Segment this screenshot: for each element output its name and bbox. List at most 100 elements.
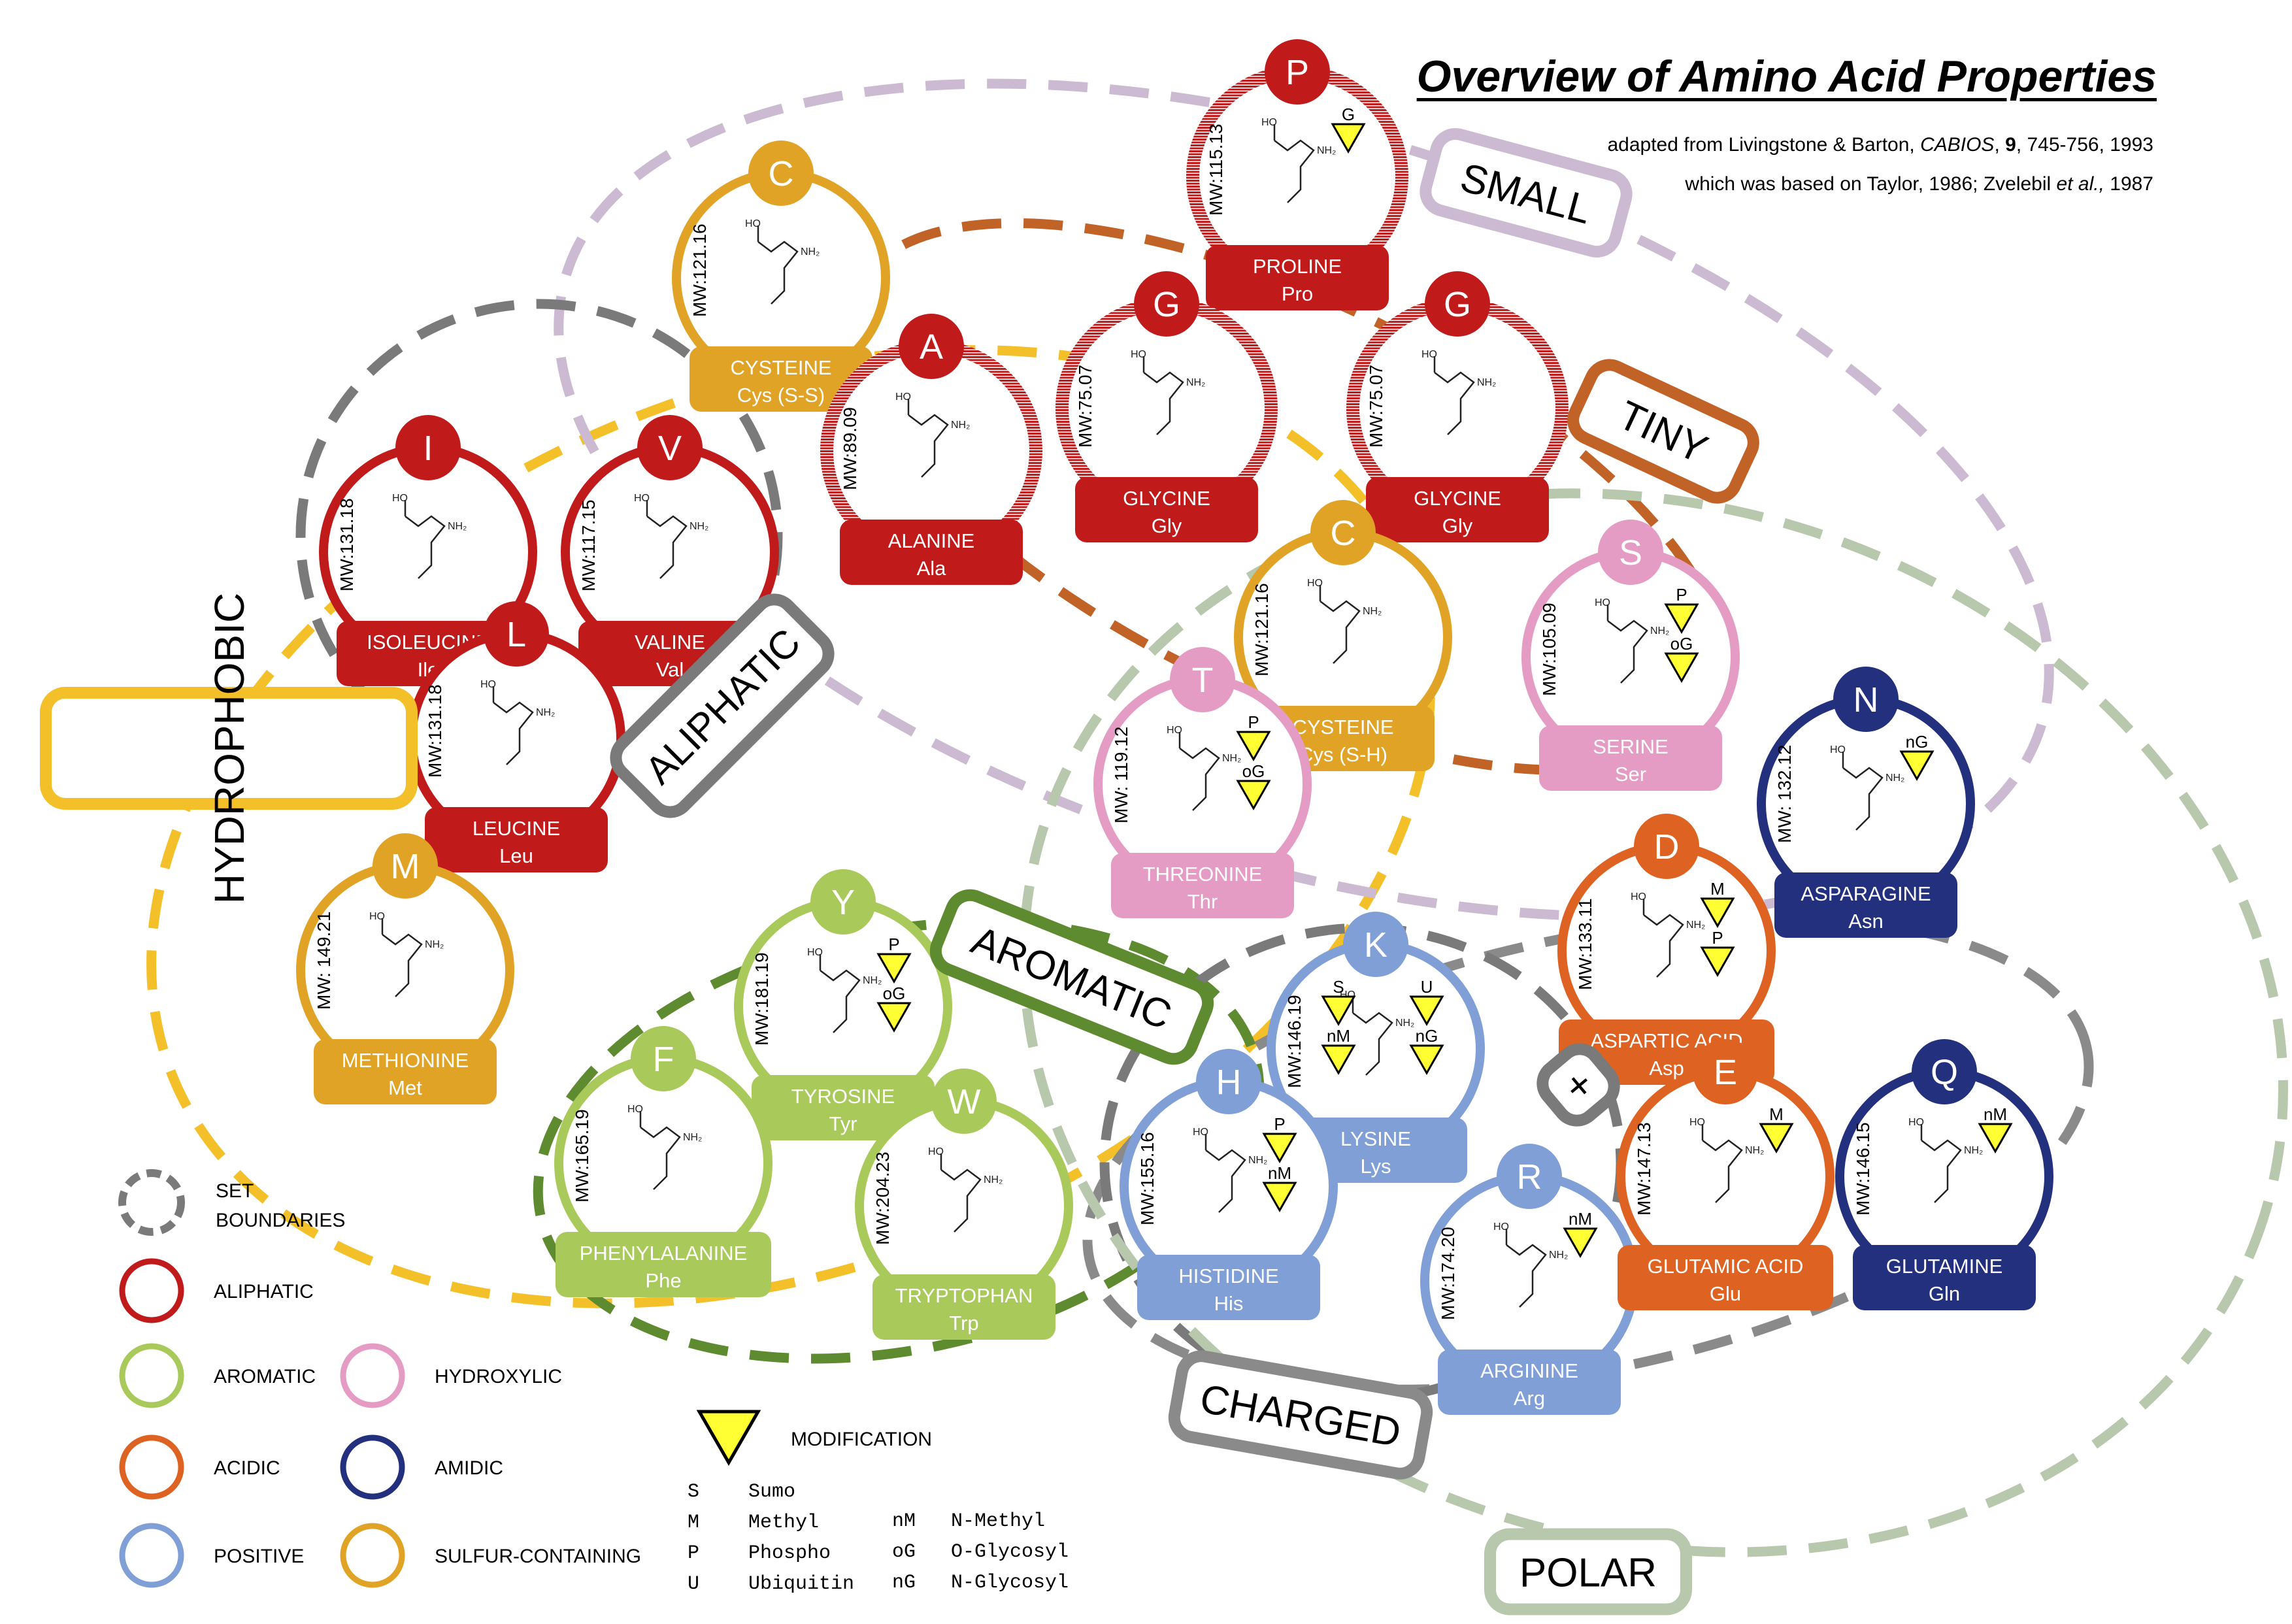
modification-icon: M — [1759, 1104, 1794, 1154]
subtitle-line-1: adapted from Livingstone & Barton, CABIO… — [1607, 134, 2153, 156]
molecular-weight: MW:75.07 — [1075, 365, 1095, 448]
structure-icon: HO NH₂ — [627, 1104, 702, 1190]
name-box — [1774, 872, 1957, 938]
letter-code: S — [1619, 533, 1642, 572]
legend-set-boundaries-icon — [118, 1169, 185, 1236]
amino-acid-name: GLUTAMIC ACID — [1648, 1255, 1804, 1278]
letter-badge — [748, 141, 814, 206]
structure-icon: HO NH₂ — [1131, 349, 1205, 435]
atom-label: NH₂ — [863, 975, 882, 986]
modification-icon: P — [1700, 928, 1735, 978]
legend-swatch-aromatic — [119, 1343, 184, 1408]
letter-code: A — [920, 327, 943, 367]
set-label-hydrophobic: HYDROPHOBIC — [40, 593, 418, 904]
letter-code: V — [658, 429, 682, 468]
legend-label: HYDROXYLIC — [435, 1366, 562, 1387]
amino-acid-name: ASPARAGINE — [1801, 882, 1931, 905]
legend-label: AMIDIC — [435, 1457, 503, 1479]
amino-acid-thr: HO NH₂ MW: 119.12 T THREONINE Thr PoG — [1093, 647, 1312, 918]
molecular-weight: MW:181.19 — [752, 952, 772, 1046]
amino-acid-abbreviation: Cys (S-H) — [1299, 743, 1387, 766]
journal-name: CABIOS — [1920, 134, 1995, 156]
atom-label: NH₂ — [1248, 1155, 1267, 1166]
letter-badge — [484, 601, 549, 667]
modification-triangle — [1331, 123, 1366, 154]
atom-label: NH₂ — [683, 1132, 702, 1143]
legend-mod-code: nM — [892, 1510, 916, 1533]
molecular-weight: MW:174.20 — [1438, 1227, 1458, 1320]
modification-triangle — [876, 953, 912, 984]
name-box — [1438, 1350, 1621, 1415]
structure-icon: HO NH₂ — [928, 1146, 1003, 1233]
letter-badge — [1634, 814, 1699, 879]
legend-mod-name: N-Methyl — [951, 1510, 1045, 1533]
legend-mod-name: Sumo — [748, 1481, 795, 1503]
atom-label: HO — [1421, 349, 1437, 360]
bond-lines — [1274, 139, 1315, 203]
name-box — [689, 346, 872, 412]
letter-badge — [373, 833, 438, 899]
legend-swatch-amidic — [340, 1434, 405, 1500]
amino-acid-abbreviation: Thr — [1188, 890, 1218, 913]
atom-label: NH₂ — [1650, 625, 1669, 637]
name-box — [425, 807, 608, 872]
letter-code: K — [1364, 925, 1387, 965]
atom-label: HO — [1631, 891, 1646, 903]
modification-triangle — [1236, 731, 1271, 762]
letter-badge — [1265, 39, 1330, 105]
letter-badge — [631, 1026, 696, 1091]
atom-label: HO — [369, 911, 385, 922]
letter-badge — [1343, 912, 1408, 977]
structure-icon: HO NH₂ — [634, 493, 708, 579]
modification-icon: nM — [1563, 1209, 1598, 1259]
atom-label: HO — [928, 1146, 944, 1157]
amino-acid-abbreviation: Phe — [645, 1269, 681, 1292]
letter-code: P — [1286, 53, 1309, 92]
charged-boundary — [1082, 912, 2094, 1395]
letter-code: E — [1714, 1053, 1737, 1092]
atom-label: HO — [634, 493, 650, 504]
bond-lines — [940, 1168, 982, 1233]
amino-acid-met: HO NH₂ MW: 149.21 M METHIONINE Met — [296, 833, 514, 1104]
atom-label: HO — [627, 1104, 643, 1115]
amino-acid-glu: HO NH₂ MW:147.13 E GLUTAMIC ACID Glu M — [1616, 1039, 1835, 1310]
amino-acid-leu: HO NH₂ MW:131.18 L LEUCINE Leu — [407, 601, 625, 872]
atom-label: NH₂ — [951, 420, 970, 431]
modification-icon: P — [1664, 585, 1699, 635]
amino-acid-abbreviation: Val — [656, 658, 684, 681]
bond-lines — [820, 969, 861, 1033]
atom-label: NH₂ — [536, 707, 555, 718]
atom-label: HO — [1689, 1117, 1705, 1128]
modification-triangle — [1262, 1133, 1297, 1164]
amino-acid-abbreviation: Gln — [1929, 1282, 1960, 1305]
subtitle-text: , — [1994, 134, 2006, 156]
set-label-small: SMALL — [1420, 127, 1633, 258]
set-label-polar: POLAR — [1484, 1528, 1692, 1616]
letter-badge — [395, 415, 461, 480]
legend-modification-label: MODIFICATION — [791, 1429, 932, 1450]
modification-icon: M — [1700, 879, 1735, 929]
molecular-weight: MW:146.15 — [1853, 1122, 1873, 1216]
amino-acid-gln: HO NH₂ MW:146.15 Q GLUTAMINE Gln nM — [1835, 1039, 2053, 1310]
bond-lines — [908, 414, 949, 478]
molecular-weight: MW:115.13 — [1206, 124, 1226, 216]
modification-triangle — [1409, 995, 1444, 1027]
letter-badge — [1912, 1039, 1977, 1104]
amino-acid-arg: HO NH₂ MW:174.20 R ARGININE Arg nM — [1420, 1144, 1638, 1415]
atom-label: HO — [1493, 1221, 1509, 1233]
legend-swatch-positive — [119, 1523, 184, 1588]
structure-icon: HO NH₂ — [1493, 1221, 1568, 1308]
bond-lines — [757, 240, 799, 305]
legend-mod-code: S — [688, 1481, 699, 1503]
structure-icon: HO NH₂ — [369, 911, 444, 997]
amino-acid-name: GLYCINE — [1414, 487, 1501, 510]
atom-label: NH₂ — [448, 521, 467, 532]
amino-acid-val: HO NH₂ MW:117.15 V VALINE Val — [561, 415, 779, 686]
modification-code: P — [1712, 928, 1723, 948]
atom-label: NH₂ — [1477, 377, 1496, 388]
legend-label: SULFUR-CONTAINING — [435, 1546, 641, 1567]
legend-mod-name: O-Glycosyl — [951, 1541, 1069, 1563]
amino-acid-gly1: HO NH₂ MW:75.07 G GLYCINE Gly — [1055, 271, 1278, 542]
